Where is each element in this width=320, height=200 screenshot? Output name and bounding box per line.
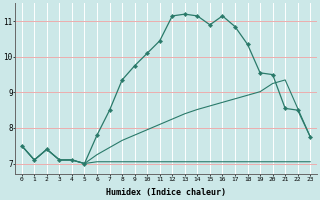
X-axis label: Humidex (Indice chaleur): Humidex (Indice chaleur) (106, 188, 226, 197)
